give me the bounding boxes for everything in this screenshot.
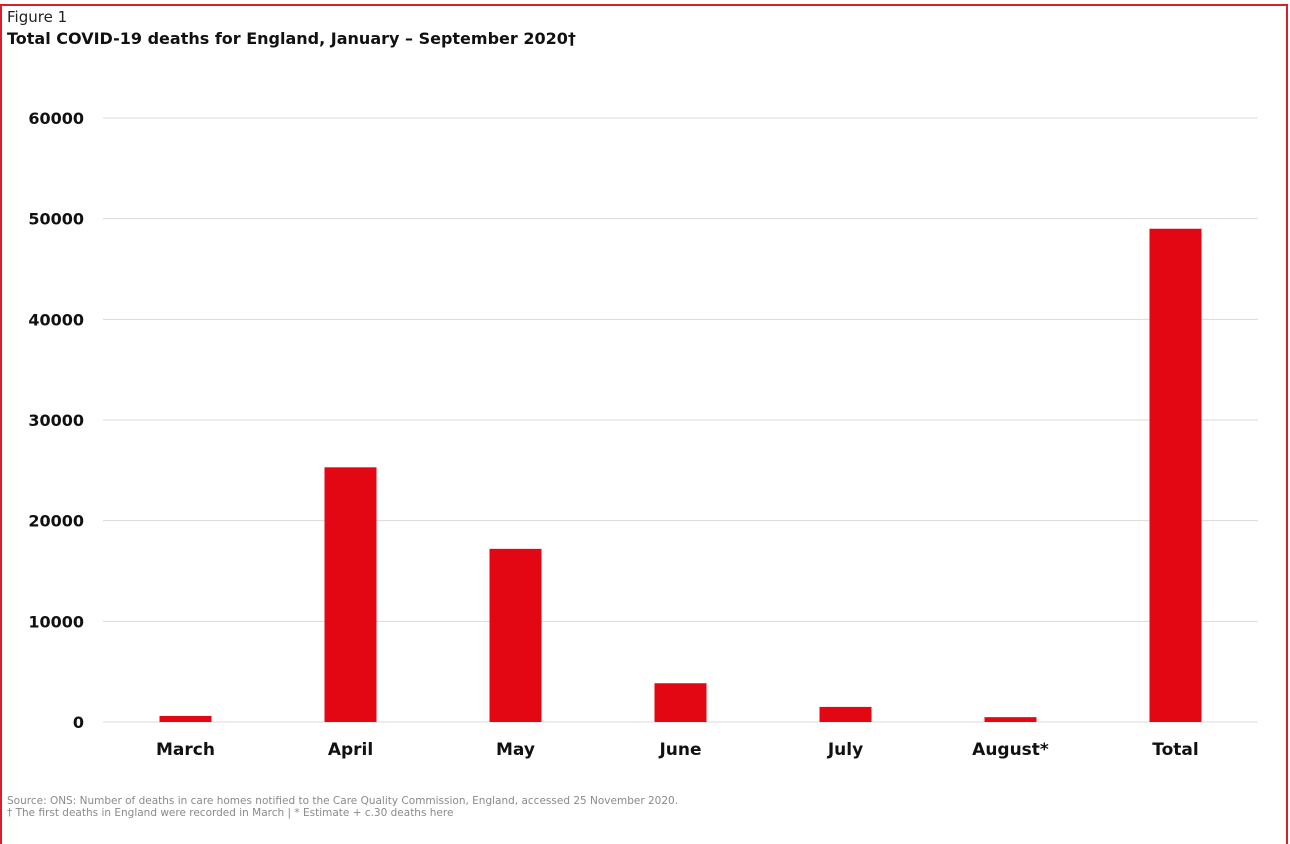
y-tick-label: 50000 (28, 210, 84, 229)
y-tick-label: 10000 (28, 612, 84, 631)
bar (819, 706, 872, 722)
chart-title: Total COVID-19 deaths for England, Janua… (7, 29, 576, 48)
bar (324, 467, 377, 722)
bar (654, 683, 707, 722)
x-tick-label: March (156, 740, 215, 760)
bar (489, 548, 542, 722)
x-tick-label: May (496, 740, 535, 760)
y-tick-label: 40000 (28, 310, 84, 329)
y-tick-label: 0 (73, 713, 84, 732)
x-tick-label: August* (972, 740, 1049, 760)
y-tick-label: 20000 (28, 512, 84, 531)
source-note: Source: ONS: Number of deaths in care ho… (7, 795, 678, 819)
x-tick-label: June (658, 740, 701, 760)
figure-frame (0, 4, 1288, 844)
footnote-text: † The first deaths in England were recor… (7, 807, 454, 819)
bar (159, 715, 212, 722)
x-tick-label: April (328, 740, 373, 760)
bar (1149, 228, 1202, 722)
source-text: Source: ONS: Number of deaths in care ho… (7, 795, 679, 807)
y-tick-label: 60000 (28, 109, 84, 128)
x-tick-label: Total (1152, 740, 1198, 760)
figure-label: Figure 1 (7, 8, 68, 26)
bar (984, 717, 1037, 722)
x-tick-label: July (827, 740, 863, 760)
y-tick-label: 30000 (28, 411, 84, 430)
